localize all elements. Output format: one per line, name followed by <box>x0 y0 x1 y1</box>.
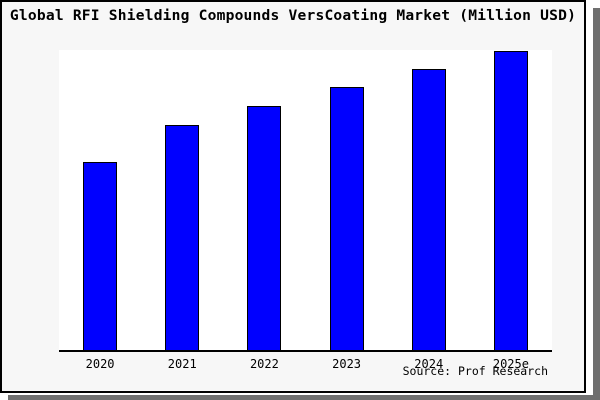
source-credit: Source: Prof Research <box>402 364 548 378</box>
x-tick-label-2025e: 2025e <box>492 357 529 371</box>
x-axis-labels: 2020 2021 2022 2023 2024 2025e <box>59 357 552 373</box>
x-tick-label-2020: 2020 <box>85 357 115 371</box>
bar-2022 <box>247 106 282 350</box>
chart-frame: Global RFI Shielding Compounds VersCoati… <box>0 0 586 393</box>
x-tick-label-2021: 2021 <box>167 357 197 371</box>
bar-2025e <box>493 51 528 350</box>
bar-2024 <box>411 69 446 350</box>
drop-shadow-bottom <box>8 395 600 400</box>
drop-shadow-right <box>593 8 600 400</box>
x-tick-label-2022: 2022 <box>249 357 279 371</box>
chart-title: Global RFI Shielding Compounds VersCoati… <box>9 7 577 24</box>
x-tick-label-2024: 2024 <box>414 357 444 371</box>
bar-2023 <box>329 87 364 350</box>
x-tick-label-2023: 2023 <box>332 357 362 371</box>
bar-2020 <box>83 162 118 350</box>
bar-2021 <box>165 125 200 350</box>
plot-area <box>59 50 552 352</box>
